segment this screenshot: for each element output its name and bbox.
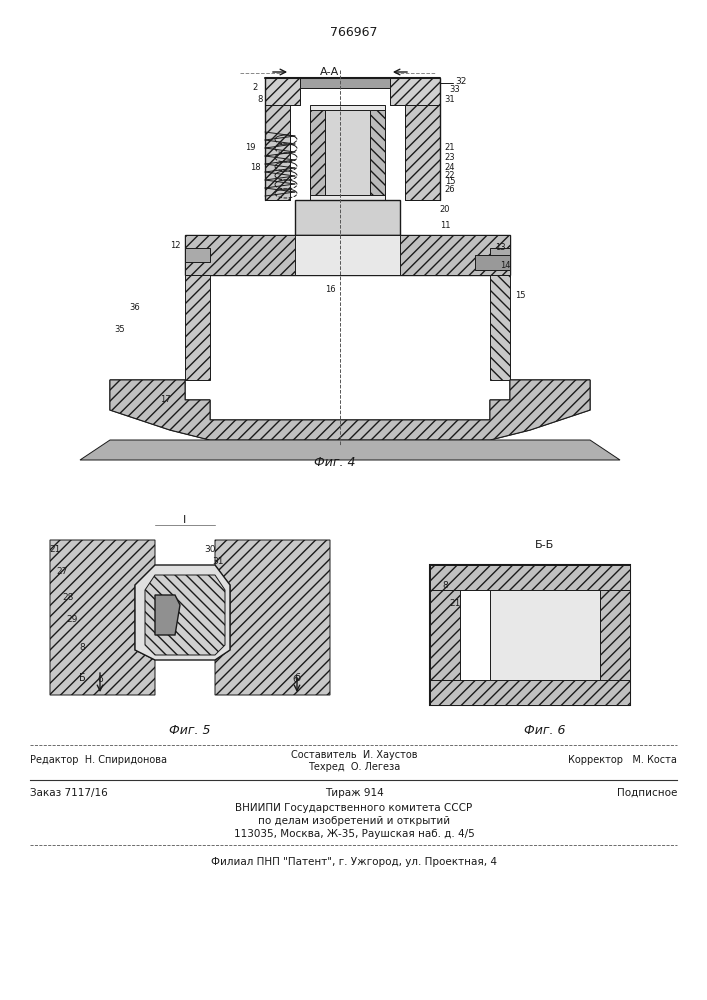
Polygon shape bbox=[490, 248, 510, 262]
Polygon shape bbox=[295, 235, 400, 275]
Polygon shape bbox=[110, 380, 590, 440]
Text: 27: 27 bbox=[57, 568, 68, 576]
Text: 32: 32 bbox=[455, 78, 467, 87]
Text: по делам изобретений и открытий: по делам изобретений и открытий bbox=[258, 816, 450, 826]
Text: Фиг. 5: Фиг. 5 bbox=[169, 724, 211, 736]
Polygon shape bbox=[265, 105, 290, 200]
Text: Подписное: Подписное bbox=[617, 788, 677, 798]
Text: 23: 23 bbox=[445, 153, 455, 162]
Polygon shape bbox=[475, 255, 510, 270]
Text: 31: 31 bbox=[212, 558, 223, 566]
Polygon shape bbox=[185, 235, 510, 275]
Text: I: I bbox=[183, 515, 187, 525]
Text: Фиг. 6: Фиг. 6 bbox=[525, 724, 566, 736]
Polygon shape bbox=[405, 105, 440, 200]
Polygon shape bbox=[215, 540, 330, 695]
Text: Техред  О. Легеза: Техред О. Легеза bbox=[308, 762, 400, 772]
Text: 26: 26 bbox=[445, 186, 455, 194]
Polygon shape bbox=[80, 440, 620, 460]
Text: 20: 20 bbox=[440, 206, 450, 215]
Text: Корректор   М. Коста: Корректор М. Коста bbox=[568, 755, 677, 765]
Polygon shape bbox=[265, 78, 300, 105]
Text: б: б bbox=[294, 673, 300, 683]
Polygon shape bbox=[145, 575, 225, 655]
Text: Филиал ПНП "Патент", г. Ужгород, ул. Проектная, 4: Филиал ПНП "Патент", г. Ужгород, ул. Про… bbox=[211, 857, 497, 867]
Circle shape bbox=[512, 617, 548, 653]
Text: 2: 2 bbox=[252, 84, 257, 93]
Text: 15: 15 bbox=[515, 290, 525, 300]
Text: 21: 21 bbox=[450, 598, 461, 607]
Text: 13: 13 bbox=[495, 243, 506, 252]
Polygon shape bbox=[390, 78, 440, 105]
Polygon shape bbox=[155, 595, 180, 635]
Text: 8: 8 bbox=[257, 96, 263, 104]
Polygon shape bbox=[325, 110, 370, 195]
Text: 11: 11 bbox=[440, 221, 450, 230]
Polygon shape bbox=[300, 78, 390, 88]
Bar bbox=[430, 565, 630, 705]
Text: Б-Б: Б-Б bbox=[535, 540, 554, 550]
Text: 30: 30 bbox=[204, 546, 216, 554]
Polygon shape bbox=[185, 235, 510, 275]
Circle shape bbox=[527, 632, 533, 638]
Polygon shape bbox=[490, 275, 510, 380]
Polygon shape bbox=[310, 105, 385, 200]
Text: А-А: А-А bbox=[320, 67, 339, 77]
Text: 21: 21 bbox=[49, 546, 61, 554]
Text: 12: 12 bbox=[170, 240, 180, 249]
Text: Составитель  И. Хаустов: Составитель И. Хаустов bbox=[291, 750, 417, 760]
Text: 24: 24 bbox=[445, 163, 455, 172]
Text: 33: 33 bbox=[450, 86, 460, 95]
Polygon shape bbox=[185, 275, 210, 380]
Polygon shape bbox=[430, 680, 630, 705]
Text: 31: 31 bbox=[445, 96, 455, 104]
Text: Фиг. 4: Фиг. 4 bbox=[314, 456, 356, 468]
Text: 29: 29 bbox=[66, 615, 78, 624]
Text: 8: 8 bbox=[79, 644, 85, 652]
Polygon shape bbox=[430, 590, 460, 680]
Text: 21: 21 bbox=[445, 143, 455, 152]
Text: Тираж 914: Тираж 914 bbox=[325, 788, 383, 798]
Polygon shape bbox=[265, 78, 300, 105]
Text: 36: 36 bbox=[129, 304, 141, 312]
Text: 17: 17 bbox=[160, 395, 170, 404]
Text: 113035, Москва, Ж-35, Раушская наб. д. 4/5: 113035, Москва, Ж-35, Раушская наб. д. 4… bbox=[233, 829, 474, 839]
Polygon shape bbox=[405, 105, 440, 200]
Text: 18: 18 bbox=[250, 163, 260, 172]
Text: ВНИИПИ Государственного комитета СССР: ВНИИПИ Государственного комитета СССР bbox=[235, 803, 472, 813]
Polygon shape bbox=[185, 248, 210, 262]
Text: 8: 8 bbox=[442, 580, 448, 589]
Polygon shape bbox=[50, 540, 155, 695]
Polygon shape bbox=[370, 110, 385, 195]
Text: 15: 15 bbox=[445, 178, 455, 186]
Polygon shape bbox=[135, 565, 230, 660]
Polygon shape bbox=[265, 105, 290, 200]
Text: 19: 19 bbox=[245, 143, 255, 152]
Text: 28: 28 bbox=[62, 593, 74, 602]
Text: Редактор  Н. Спиридонова: Редактор Н. Спиридонова bbox=[30, 755, 167, 765]
Polygon shape bbox=[310, 110, 325, 195]
Text: 16: 16 bbox=[325, 286, 335, 294]
Text: 14: 14 bbox=[500, 260, 510, 269]
Text: Заказ 7117/16: Заказ 7117/16 bbox=[30, 788, 107, 798]
Polygon shape bbox=[390, 78, 440, 105]
Text: 22: 22 bbox=[445, 170, 455, 180]
Text: 35: 35 bbox=[115, 326, 125, 334]
Polygon shape bbox=[110, 380, 590, 440]
Polygon shape bbox=[600, 590, 630, 680]
Text: 6: 6 bbox=[292, 676, 298, 684]
Polygon shape bbox=[295, 200, 400, 235]
Text: 766967: 766967 bbox=[330, 25, 378, 38]
Polygon shape bbox=[430, 565, 630, 590]
Text: 6: 6 bbox=[97, 676, 103, 684]
Polygon shape bbox=[490, 590, 600, 680]
Text: Б: Б bbox=[78, 673, 86, 683]
